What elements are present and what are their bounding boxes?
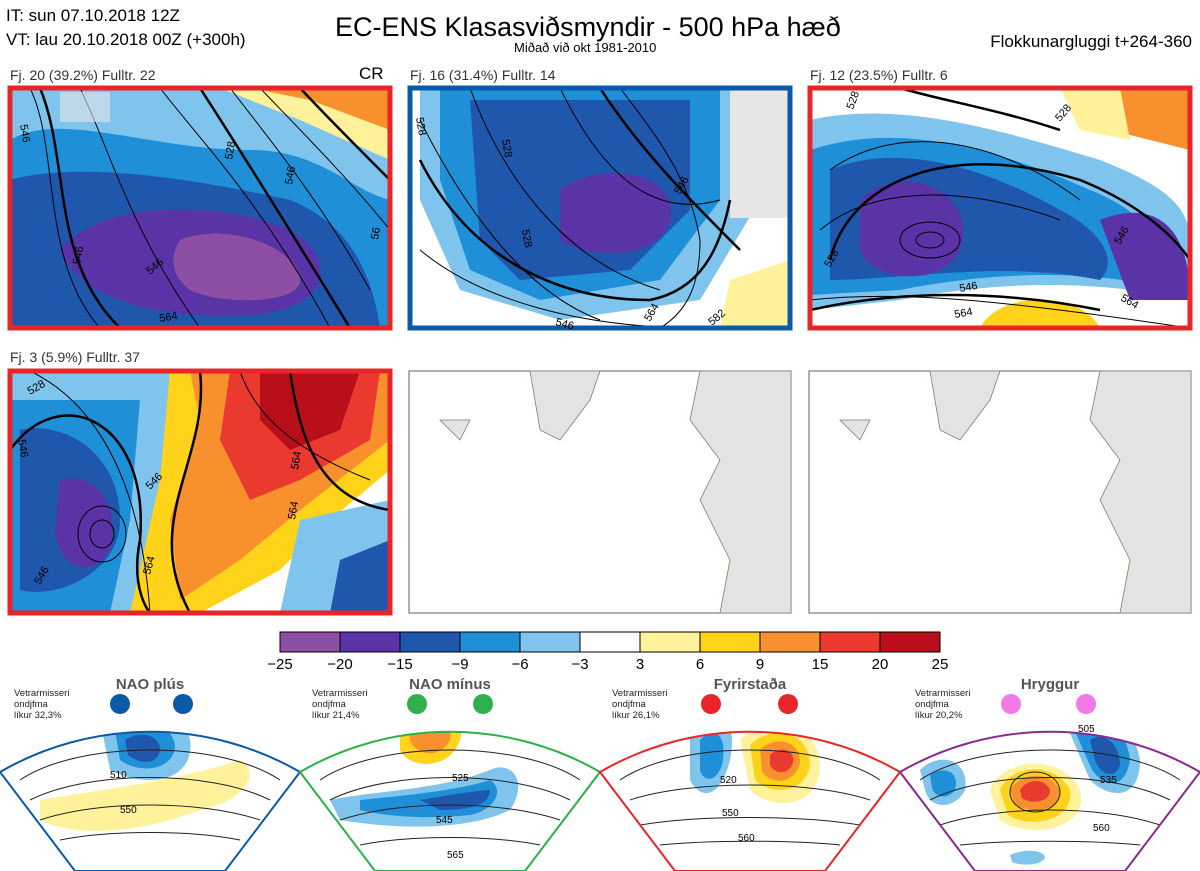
classification-window: Flokkunargluggi t+264-360 [990, 32, 1192, 51]
colorbar-tick: −6 [511, 656, 529, 673]
panel-4-frame [7, 368, 393, 616]
contour-label: 564 [158, 310, 178, 325]
regime-4-frame [898, 730, 1200, 871]
empty-panel-6 [808, 370, 1192, 614]
contour-label: 546 [71, 245, 86, 265]
colorbar-swatch [519, 631, 581, 653]
page-title: EC-ENS Klasasviðsmyndir - 500 hPa hæð [335, 12, 841, 42]
contour-label: 565 [447, 850, 464, 861]
regime-4-title: Hryggur [1020, 676, 1080, 693]
colorbar-swatch [699, 631, 761, 653]
regime-3-frame [598, 730, 902, 871]
colorbar-tick: 20 [871, 656, 889, 673]
regime-2-meta: Vetrarmisseri ondjfma líkur 21,4% [312, 688, 368, 721]
panel-2-map [410, 88, 790, 328]
regime-3-title: Fyrirstaða [713, 676, 787, 693]
panel-3-label: Fj. 12 (23.5%) Fulltr. 6 [810, 67, 948, 83]
contour-label: 510 [110, 770, 127, 781]
regime-3-meta: Vetrarmisseri ondjfma líkur 26,1% [612, 688, 668, 721]
regime-3-dot-right [778, 694, 798, 714]
regime-1-frame [0, 730, 302, 871]
regime-3-dot-left [701, 694, 721, 714]
contour-label: 528 [845, 90, 863, 111]
regime-2-dot-right [473, 694, 493, 714]
contour-label: 528 [223, 140, 238, 160]
regime-1-dot-right [173, 694, 193, 714]
colorbar [279, 631, 941, 653]
panel-3-frame [807, 85, 1193, 331]
regime-2-title: NAO mínus [409, 676, 491, 693]
regime-4-dot-left [1001, 694, 1021, 714]
colorbar-swatch [639, 631, 701, 653]
contour-label: 528 [413, 116, 428, 136]
contour-label: 560 [738, 833, 755, 844]
contour-label: 546 [554, 316, 575, 332]
valid-time: VT: lau 20.10.2018 00Z (+300h) [6, 30, 246, 49]
panel-4-label: Fj. 3 (5.9%) Fulltr. 37 [10, 349, 140, 365]
contour-label: 560 [1093, 823, 1110, 834]
panel-4-map [10, 371, 390, 613]
contour-label: 525 [452, 773, 469, 784]
contour-label: 546 [958, 280, 978, 295]
contour-label: 550 [120, 805, 137, 816]
colorbar-tick: 25 [931, 656, 949, 673]
contour-label: 545 [436, 815, 453, 826]
colorbar-swatch [399, 631, 461, 653]
regime-1-title: NAO plús [115, 676, 185, 693]
contour-label: 564 [141, 555, 157, 576]
colorbar-tick: 3 [635, 656, 645, 673]
contour-label: 535 [1100, 775, 1117, 786]
contour-label: 520 [720, 775, 737, 786]
panel-2-label: Fj. 16 (31.4%) Fulltr. 14 [410, 67, 556, 83]
panel-1-corner-label: CR [359, 64, 384, 83]
colorbar-tick: 6 [695, 656, 705, 673]
regime-1-dot-left [110, 694, 130, 714]
colorbar-tick: −9 [451, 656, 469, 673]
colorbar-swatch [759, 631, 821, 653]
regime-1-meta: Vetrarmisseri ondjfma líkur 32,3% [14, 688, 70, 721]
contour-label: 56 [369, 226, 383, 240]
colorbar-tick: −25 [267, 656, 293, 673]
empty-panel-5 [408, 370, 792, 614]
contour-label: 564 [286, 500, 301, 520]
panel-2-frame [407, 85, 793, 331]
colorbar-tick: 9 [755, 656, 765, 673]
colorbar-tick: −3 [571, 656, 589, 673]
contour-label: 550 [722, 808, 739, 819]
colorbar-swatch [459, 631, 521, 653]
panel-3-map [810, 88, 1190, 328]
contour-label: 528 [499, 138, 514, 158]
colorbar-swatch [279, 631, 341, 653]
regime-4-meta: Vetrarmisseri ondjfma líkur 20,2% [915, 688, 971, 721]
panel-1-frame [7, 85, 393, 331]
issue-time: IT: sun 07.10.2018 12Z [6, 6, 180, 25]
regime-2-dot-left [407, 694, 427, 714]
colorbar-swatch [579, 631, 641, 653]
colorbar-tick: 15 [811, 656, 829, 673]
colorbar-swatch [339, 631, 401, 653]
colorbar-tick: −20 [327, 656, 353, 673]
colorbar-tick: −15 [387, 656, 413, 673]
page-subtitle: Miðað við okt 1981-2010 [514, 40, 657, 55]
contour-label: 546 [15, 438, 30, 458]
contour-label: 528 [519, 228, 534, 248]
panel-1-label: Fj. 20 (39.2%) Fulltr. 22 [10, 67, 156, 83]
contour-label: 546 [17, 123, 32, 143]
contour-label: 546 [283, 165, 298, 185]
contour-label: 505 [1078, 724, 1095, 735]
regime-4-dot-right [1076, 694, 1096, 714]
panel-1-map [10, 88, 390, 328]
colorbar-swatch [819, 631, 881, 653]
colorbar-swatch [879, 631, 941, 653]
contour-label: 564 [953, 306, 973, 321]
contour-label: 564 [289, 450, 304, 470]
regime-2-frame [298, 730, 602, 871]
